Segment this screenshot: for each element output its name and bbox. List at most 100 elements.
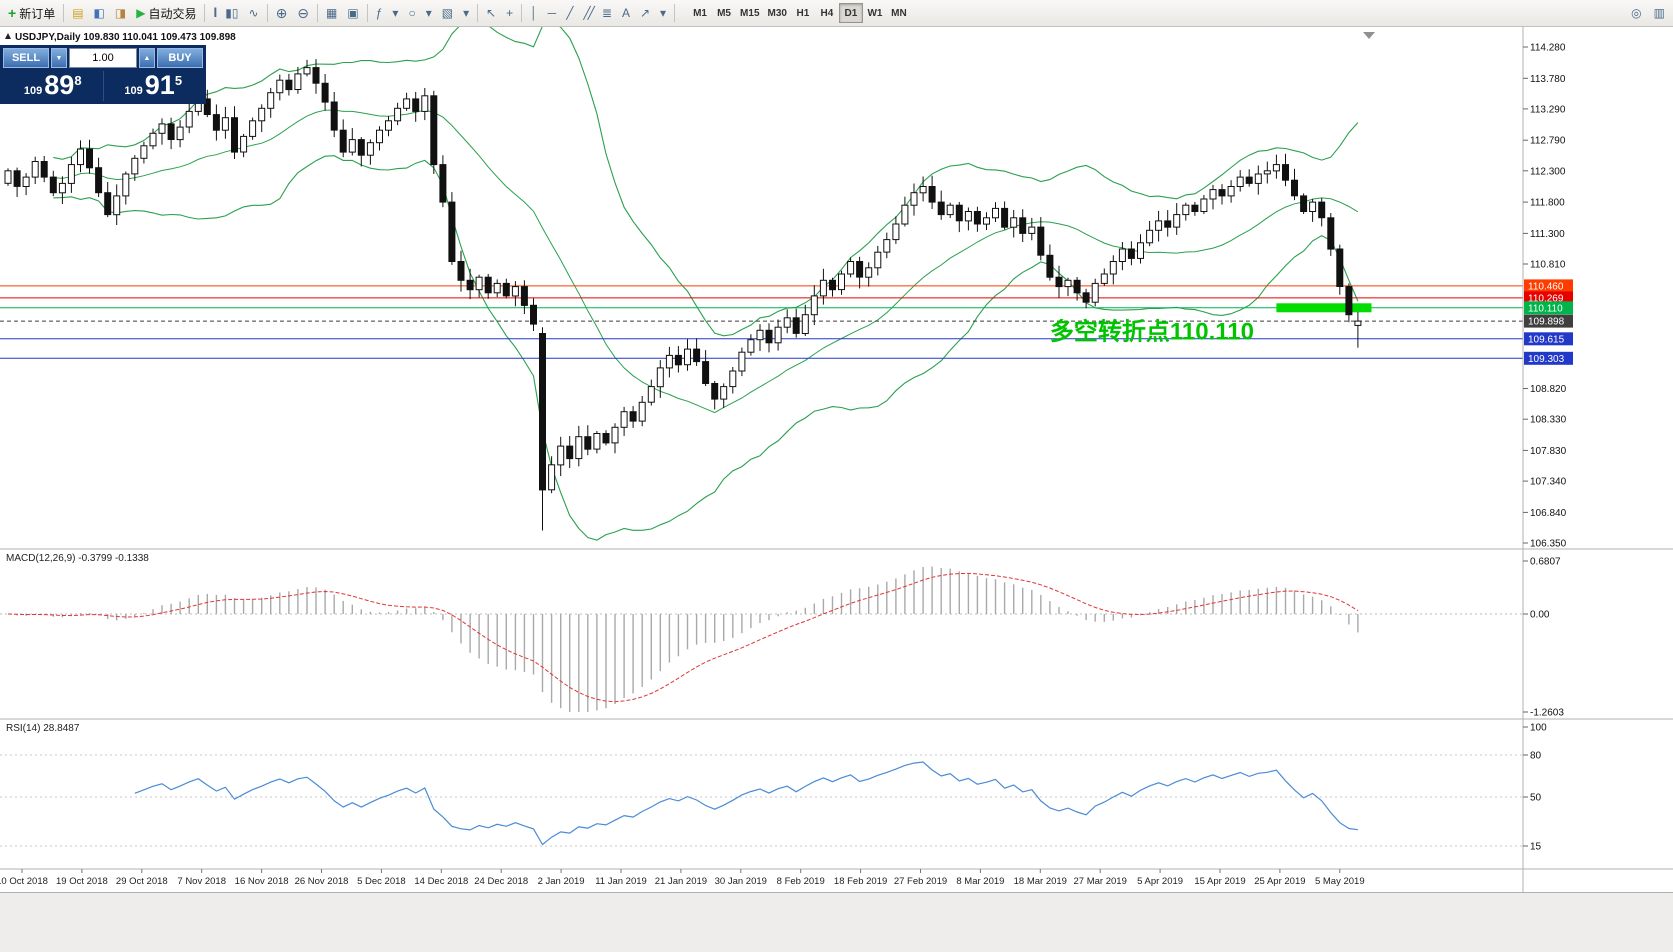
vertical-line-icon: │ bbox=[530, 6, 538, 20]
bottom-strip bbox=[0, 892, 1673, 952]
turning-point-note[interactable]: 多空转折点110.110 bbox=[1050, 318, 1254, 346]
timeframe-d1[interactable]: D1 bbox=[838, 3, 863, 23]
svg-text:110.110: 110.110 bbox=[1528, 303, 1563, 314]
cursor-icon[interactable]: ↖ bbox=[481, 2, 501, 24]
zoom-out-icon[interactable]: ⊖ bbox=[292, 2, 314, 24]
symbol-search-button[interactable]: ◎ bbox=[1626, 2, 1646, 24]
volume-increase-button[interactable]: ▲ bbox=[139, 48, 155, 68]
text-label-icon[interactable]: A bbox=[617, 2, 635, 24]
price-line-label bbox=[1524, 332, 1573, 346]
volume-input[interactable]: 1.00 bbox=[69, 48, 137, 68]
chart-background bbox=[0, 27, 1673, 892]
svg-text:80: 80 bbox=[1530, 751, 1542, 762]
toolbar-divider bbox=[266, 4, 268, 22]
autotrade-icon: ▶ bbox=[136, 6, 146, 20]
bollinger-upper-band bbox=[53, 27, 1359, 337]
market-watch-icon[interactable]: ◧ bbox=[89, 2, 110, 24]
macd-axis[interactable]: 0.6807 0.00 -1.2603 bbox=[1523, 557, 1564, 719]
buy-button[interactable]: BUY bbox=[157, 48, 203, 68]
toolbar-divider bbox=[477, 4, 479, 22]
volume-decrease-button[interactable]: ▼ bbox=[51, 48, 67, 68]
objects-dropdown-icon: ▾ bbox=[660, 6, 667, 20]
timeframe-m1[interactable]: M1 bbox=[688, 3, 712, 23]
price-line-label bbox=[1524, 351, 1573, 365]
depth-of-market-icon: ▥ bbox=[1653, 6, 1665, 20]
timeframe-h1[interactable]: H1 bbox=[791, 3, 815, 23]
periods-dropdown-icon: ▾ bbox=[425, 6, 432, 20]
indicators-dropdown-icon: ▾ bbox=[392, 6, 399, 20]
periods-dropdown-icon[interactable]: ▾ bbox=[421, 2, 437, 24]
sell-button[interactable]: SELL bbox=[3, 48, 49, 68]
zoom-in-icon[interactable]: ⊕ bbox=[271, 2, 293, 24]
channel-icon[interactable]: ╱╱ bbox=[578, 2, 596, 24]
sell-price: 109898 bbox=[23, 70, 82, 100]
date-tick-label: 27 Mar 2019 bbox=[1074, 876, 1127, 887]
crosshair-icon[interactable]: + bbox=[501, 2, 518, 24]
date-tick-label: 24 Dec 2018 bbox=[474, 876, 528, 887]
new-order-button[interactable]: + 新订单 bbox=[3, 2, 60, 24]
main-chart-pane[interactable]: 多空转折点110.110 USDJPY,Daily 109.830 110.04… bbox=[0, 27, 1523, 541]
svg-text:109.898: 109.898 bbox=[1528, 317, 1565, 328]
macd-pane[interactable]: MACD(12,26,9) -0.3799 -0.1338 bbox=[0, 553, 1523, 712]
trendline-icon[interactable]: ╱ bbox=[561, 2, 578, 24]
symbol-info: USDJPY,Daily 109.830 110.041 109.473 109… bbox=[15, 32, 236, 43]
line-chart-icon[interactable]: ∿ bbox=[244, 2, 264, 24]
svg-text:110.460: 110.460 bbox=[1528, 281, 1564, 292]
timeframe-m5[interactable]: M5 bbox=[712, 3, 736, 23]
trade-prices-row: 109898 109915 bbox=[3, 70, 203, 101]
cascade-windows-icon: ▣ bbox=[347, 6, 359, 20]
timeframe-m15[interactable]: M15 bbox=[736, 3, 763, 23]
price-tick-label: 112.300 bbox=[1530, 166, 1566, 177]
depth-of-market-button[interactable]: ▥ bbox=[1649, 2, 1670, 24]
macd-signal-line bbox=[7, 572, 1359, 703]
indicators-dropdown-icon[interactable]: ▾ bbox=[387, 2, 403, 24]
price-tick-label: 106.840 bbox=[1530, 508, 1567, 519]
date-tick-label: 11 Jan 2019 bbox=[595, 876, 647, 887]
time-axis[interactable]: 10 Oct 2018 19 Oct 2018 29 Oct 2018 7 Nov 2… bbox=[0, 869, 1365, 887]
buy-price: 109915 bbox=[124, 70, 183, 100]
line-chart-icon: ∿ bbox=[248, 6, 259, 20]
timeframe-h4[interactable]: H4 bbox=[815, 3, 839, 23]
rsi-pane[interactable]: RSI(14) 28.8487 bbox=[0, 723, 1523, 847]
rsi-axis[interactable]: 100 80 50 15 bbox=[1523, 723, 1547, 853]
templates-dropdown-icon: ▾ bbox=[463, 6, 470, 20]
vertical-line-icon[interactable]: │ bbox=[525, 2, 543, 24]
turning-point-highlight[interactable] bbox=[1276, 303, 1372, 313]
date-tick-label: 18 Feb 2019 bbox=[834, 876, 887, 887]
timeframe-m30[interactable]: M30 bbox=[764, 3, 791, 23]
autotrade-button[interactable]: ▶ 自动交易 bbox=[131, 2, 201, 24]
horizontal-line-icon[interactable]: ─ bbox=[543, 2, 562, 24]
svg-text:15: 15 bbox=[1530, 842, 1542, 853]
bar-chart-icon[interactable]: ||| bbox=[208, 2, 220, 24]
toolbar-divider bbox=[366, 4, 368, 22]
zoom-out-icon: ⊖ bbox=[297, 5, 310, 21]
new-order-icon: + bbox=[8, 5, 17, 21]
symbol-search-icon: ◎ bbox=[1631, 6, 1642, 20]
templates-dropdown-icon[interactable]: ▾ bbox=[458, 2, 474, 24]
autotrade-button-label: 自动交易 bbox=[148, 6, 197, 21]
chart-area[interactable]: 多空转折点110.110 USDJPY,Daily 109.830 110.04… bbox=[0, 27, 1673, 892]
templates-icon[interactable]: ▧ bbox=[437, 2, 458, 24]
cascade-windows-icon[interactable]: ▣ bbox=[342, 2, 363, 24]
date-tick-label: 5 Dec 2018 bbox=[357, 876, 406, 887]
arrow-objects-icon[interactable]: ↗ bbox=[635, 2, 655, 24]
fibonacci-icon: ≣ bbox=[601, 6, 612, 20]
price-axis[interactable]: 114.280 113.780 113.290 112.790 112.300 111.8… bbox=[1523, 43, 1573, 550]
date-tick-label: 29 Oct 2018 bbox=[116, 876, 168, 887]
date-tick-label: 7 Nov 2018 bbox=[177, 876, 226, 887]
layouts-icon[interactable]: ▤ bbox=[67, 2, 88, 24]
toolbar: + 新订单 ▤ ◧ ◨ ▶ 自动交易 ||| ▮▯ ∿ ⊕ ⊖ ▦ ▣ ƒ ▾ ○ ▾ ▧ ▾ ↖ + │ ─ ╱ ╱╱ ≣ A ↗ ▾ … bbox=[0, 0, 1673, 27]
toolbar-divider bbox=[204, 4, 206, 22]
timeframe-w1[interactable]: W1 bbox=[863, 3, 887, 23]
tile-windows-icon[interactable]: ▦ bbox=[321, 2, 342, 24]
fibonacci-icon[interactable]: ≣ bbox=[597, 2, 617, 24]
objects-dropdown-icon[interactable]: ▾ bbox=[655, 2, 671, 24]
candlestick-chart-icon[interactable]: ▮▯ bbox=[220, 2, 243, 24]
indicators-icon[interactable]: ƒ bbox=[371, 2, 388, 24]
chart-shift-marker[interactable] bbox=[1363, 32, 1375, 39]
navigator-icon[interactable]: ◨ bbox=[110, 2, 131, 24]
navigator-icon: ◨ bbox=[114, 6, 127, 20]
periods-icon[interactable]: ○ bbox=[403, 2, 420, 24]
timeframe-mn[interactable]: MN bbox=[887, 3, 911, 23]
svg-text:109.303: 109.303 bbox=[1528, 354, 1565, 365]
